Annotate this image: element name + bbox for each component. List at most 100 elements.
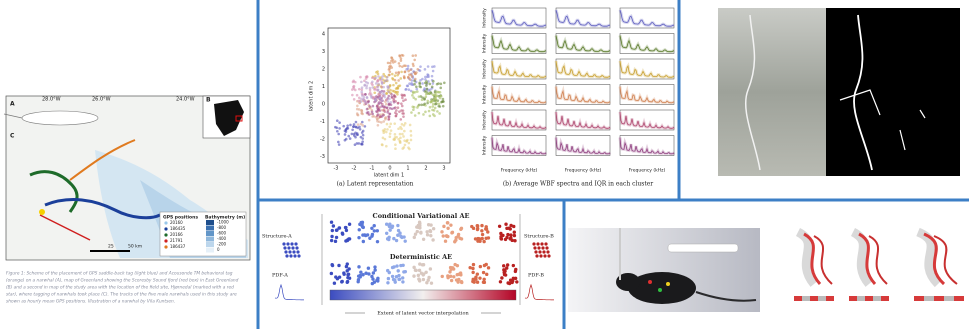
atom	[505, 236, 508, 239]
scatter-point	[418, 95, 421, 98]
atom	[429, 234, 432, 237]
scatter-point	[393, 122, 396, 125]
atom	[417, 274, 420, 277]
structure	[869, 236, 887, 284]
atom	[284, 250, 287, 253]
scatter-point	[378, 101, 381, 104]
atom	[283, 246, 286, 249]
scatter-point	[346, 124, 349, 127]
scatter-point	[380, 121, 383, 124]
scatter-point	[428, 83, 431, 86]
scatter-point	[404, 64, 407, 67]
atom	[335, 236, 338, 239]
scatter-point	[360, 81, 363, 84]
atom	[376, 240, 379, 243]
scatter-point	[425, 95, 428, 98]
pdf-curve	[275, 285, 304, 300]
scatter-point	[360, 109, 363, 112]
atom	[401, 264, 404, 267]
scatter-point	[364, 84, 367, 87]
scatter-point	[429, 101, 432, 104]
scatter-point	[409, 78, 412, 81]
scatter-point	[401, 105, 404, 108]
atom	[348, 223, 351, 226]
atom	[361, 233, 364, 236]
scatter-point	[395, 109, 398, 112]
legend-swatch	[206, 226, 214, 231]
scale-bar	[90, 250, 130, 252]
x-tick-label: 0	[388, 166, 391, 172]
legend-dot	[164, 233, 167, 236]
atom	[371, 233, 374, 236]
atom	[422, 278, 425, 281]
scatter-point	[334, 126, 337, 129]
scatter-point	[353, 123, 356, 126]
scatter-point	[394, 111, 397, 114]
atom	[430, 281, 433, 284]
atom	[474, 275, 477, 278]
atom	[487, 266, 490, 269]
atom	[293, 254, 296, 257]
caption-line: (B) and a second in map of the study are…	[6, 285, 234, 291]
atom	[472, 263, 475, 266]
scatter-point	[384, 128, 387, 131]
atom	[392, 237, 395, 240]
atom	[481, 233, 484, 236]
y-tick-label: 4	[322, 32, 325, 38]
scatter-point	[365, 103, 368, 106]
map-label: 24.0°W	[176, 97, 195, 103]
bar-segment	[934, 296, 944, 301]
bar-segment	[857, 296, 865, 301]
scatter-point	[352, 79, 355, 82]
atom	[427, 223, 430, 226]
legend-entry: 20160	[170, 220, 183, 225]
atom	[388, 271, 391, 274]
section-title: Deterministic AE	[390, 253, 452, 261]
scatter-point	[382, 86, 385, 89]
spectrum-iqr	[492, 112, 546, 128]
map-label: 26.0°W	[92, 97, 111, 103]
scatter-point	[397, 79, 400, 82]
scatter-point	[380, 105, 383, 108]
scatter-point	[386, 123, 389, 126]
atom	[396, 234, 399, 237]
scatter-point	[394, 74, 397, 77]
bar-segment	[865, 296, 873, 301]
atom	[330, 235, 333, 238]
scatter-point	[365, 87, 368, 90]
spectrum-iqr	[492, 138, 546, 154]
scatter-point	[416, 90, 419, 93]
scatter-point	[344, 133, 347, 136]
scatter-point	[393, 98, 396, 101]
scatter-point	[439, 87, 442, 90]
scatter-point	[358, 108, 361, 111]
atom	[398, 277, 401, 280]
atom	[286, 242, 289, 245]
atom	[512, 264, 515, 267]
atom	[546, 250, 549, 253]
atom	[499, 237, 502, 240]
scatter-point	[410, 111, 413, 114]
scatter-point	[401, 97, 404, 100]
atom	[513, 239, 516, 242]
scatter-point	[361, 94, 364, 97]
atom	[482, 278, 485, 281]
scatter-point	[397, 138, 400, 141]
map-label: C	[10, 133, 15, 140]
scatter-point	[377, 108, 380, 111]
atom	[402, 270, 405, 273]
atom	[506, 281, 509, 284]
spectrum-iqr	[492, 61, 546, 77]
x-tick-label: 1	[406, 166, 409, 172]
rod	[668, 244, 738, 252]
scatter-point	[384, 75, 387, 78]
scatter-point	[360, 91, 363, 94]
spectrum-iqr	[556, 61, 610, 77]
atom	[429, 267, 432, 270]
scatter-point	[336, 119, 339, 122]
scatter-point	[397, 72, 400, 75]
atom	[395, 264, 398, 267]
scatter-point	[436, 83, 439, 86]
atom	[395, 275, 398, 278]
atom	[347, 267, 350, 270]
